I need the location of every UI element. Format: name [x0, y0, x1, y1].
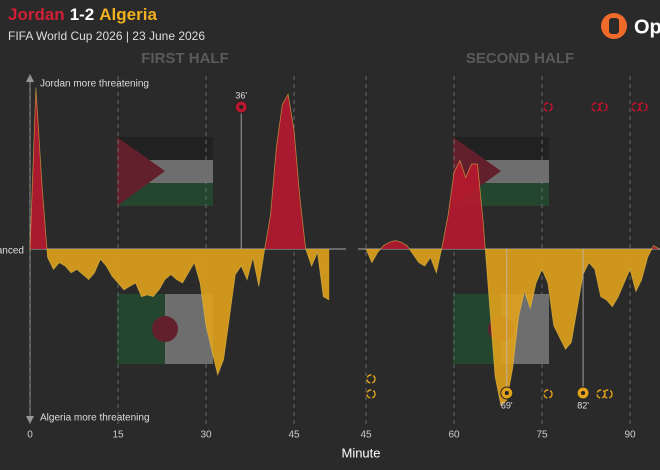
momentum-line [365, 159, 660, 407]
home-team: Jordan [8, 5, 65, 24]
goal-marker-dot [581, 391, 586, 395]
sub-icon [598, 102, 608, 112]
sub-icon [638, 102, 648, 112]
x-tick-label: 60 [448, 430, 460, 441]
area-negative [30, 249, 330, 375]
substitutions [366, 102, 648, 399]
area-negative [366, 249, 660, 406]
away-team: Algeria [99, 5, 157, 24]
sub-icon [603, 389, 613, 399]
logo-icon [609, 18, 619, 34]
goal-label: 36' [235, 90, 247, 100]
flag-crescent [152, 316, 178, 342]
logo-text: Op [634, 16, 660, 38]
flag-triangle [117, 137, 165, 206]
x-tick-label: 90 [624, 430, 636, 441]
goal-label: 82' [577, 400, 589, 410]
x-tick-label: 30 [200, 430, 212, 441]
goal-label: 69' [501, 400, 513, 410]
score: 1-2 [70, 5, 95, 24]
flag-stripe [117, 183, 213, 206]
sub-icon [366, 374, 376, 384]
flag-stripe [117, 160, 213, 183]
x-tick-label: 0 [27, 430, 33, 441]
x-tick-label: 75 [536, 430, 548, 441]
sub-icon [366, 389, 376, 399]
annotation: Balanced [0, 246, 24, 257]
x-tick-label: 15 [112, 430, 124, 441]
panel-title: FIRST HALF [141, 50, 229, 67]
flag-stripe [117, 294, 165, 364]
goal-marker-dot [504, 391, 509, 395]
sub-icon [543, 102, 553, 112]
logo: Op [601, 13, 660, 39]
flag-stripe [453, 137, 549, 160]
panel-title: SECOND HALF [466, 50, 574, 67]
sub-icon [543, 389, 553, 399]
chart-title: Jordan 1-2 Algeria [8, 5, 157, 24]
sub-icon [591, 102, 601, 112]
area-positive [30, 87, 330, 249]
momentum-line [29, 87, 330, 377]
x-tick-label: 45 [360, 430, 372, 441]
goal-marker-dot [239, 105, 244, 109]
annotation: Algeria more threatening [40, 413, 150, 424]
x-tick-label: 45 [288, 430, 300, 441]
sub-icon [596, 389, 606, 399]
annotation: Jordan more threatening [40, 79, 149, 90]
flag-stripe [117, 137, 213, 160]
subtitle: FIFA World Cup 2026 | 23 June 2026 [8, 29, 205, 43]
x-axis-label: Minute [341, 445, 380, 460]
sub-icon [631, 102, 641, 112]
